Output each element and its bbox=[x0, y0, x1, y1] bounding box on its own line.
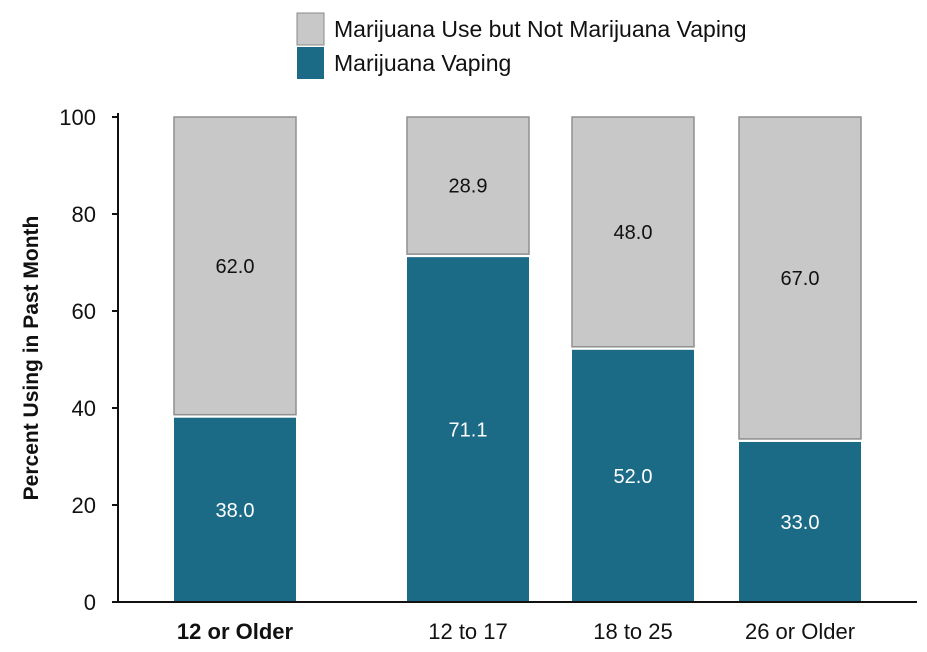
x-tick-label-2: 18 to 25 bbox=[593, 619, 673, 644]
legend-swatch-use-not-vaping bbox=[296, 12, 325, 46]
x-tick-label-3: 26 or Older bbox=[745, 619, 855, 644]
bars: 38.0 62.0 71.1 28.9 52.0 48.0 33.0 67.0 bbox=[173, 116, 862, 602]
bar-segment-use-not-vaping-3 bbox=[738, 116, 862, 440]
data-label-use-not-vaping-1: 28.9 bbox=[449, 176, 488, 198]
bar-segment-use-not-vaping-1 bbox=[406, 116, 530, 255]
y-tick-label-40: 40 bbox=[72, 396, 96, 421]
y-tick-label-100: 100 bbox=[59, 105, 96, 130]
legend-label-use-not-vaping: Marijuana Use but Not Marijuana Vaping bbox=[334, 16, 747, 42]
legend-label-marijuana-vaping: Marijuana Vaping bbox=[334, 50, 511, 76]
data-label-use-not-vaping-2: 48.0 bbox=[614, 222, 653, 244]
x-tick-label-1: 12 to 17 bbox=[428, 619, 508, 644]
bar-segment-vaping-0 bbox=[174, 417, 296, 602]
y-axis-label: Percent Using in Past Month bbox=[20, 216, 43, 501]
bar-segment-vaping-2 bbox=[572, 349, 694, 602]
legend: Marijuana Use but Not Marijuana Vaping Ma… bbox=[296, 12, 747, 79]
bar-segment-vaping-3 bbox=[739, 441, 861, 602]
y-tick-label-0: 0 bbox=[84, 590, 96, 615]
data-label-vaping-3: 33.0 bbox=[781, 512, 820, 534]
bar-segment-use-not-vaping-2 bbox=[571, 116, 695, 348]
data-label-vaping-0: 38.0 bbox=[216, 500, 255, 522]
y-tick-label-80: 80 bbox=[72, 202, 96, 227]
data-label-vaping-1: 71.1 bbox=[449, 420, 488, 442]
bar-segment-vaping-1 bbox=[407, 257, 529, 602]
y-axis: 0 20 40 60 80 100 bbox=[59, 105, 119, 615]
x-tick-label-0: 12 or Older bbox=[177, 619, 294, 644]
data-label-vaping-2: 52.0 bbox=[614, 466, 653, 488]
data-label-use-not-vaping-0: 62.0 bbox=[216, 256, 255, 278]
bar-segment-use-not-vaping-0 bbox=[173, 116, 297, 416]
y-tick-label-60: 60 bbox=[72, 299, 96, 324]
legend-swatch-marijuana-vaping bbox=[297, 47, 324, 79]
y-tick-label-20: 20 bbox=[72, 493, 96, 518]
x-axis: 12 or Older 12 to 17 18 to 25 26 or Older bbox=[118, 601, 917, 644]
data-label-use-not-vaping-3: 67.0 bbox=[781, 268, 820, 290]
